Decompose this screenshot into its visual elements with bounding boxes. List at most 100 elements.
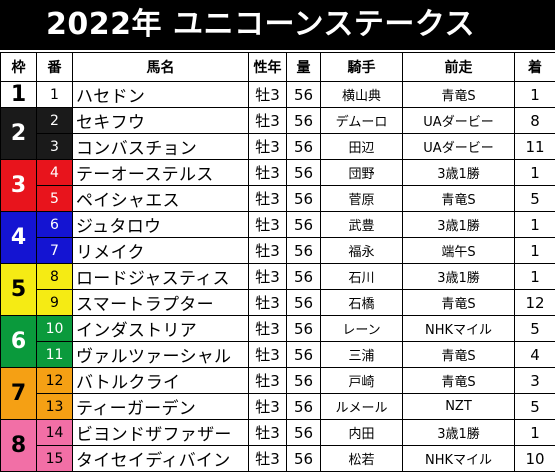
horse-name-cell: コンバスチョン: [72, 133, 249, 160]
prev-finish-cell: 5: [514, 185, 555, 212]
table-row: 5 ペイシャエス 牡3 56 菅原 青竜S 5: [1, 185, 555, 212]
jockey-cell: レーン: [320, 315, 403, 342]
prev-race-cell: UAダービー: [402, 133, 515, 160]
sex-age-cell: 牡3: [248, 315, 287, 342]
prev-finish-cell: 3: [514, 367, 555, 394]
header-jockey: 騎手: [320, 52, 403, 82]
horse-name-cell: ジュタロウ: [72, 211, 249, 238]
header-frame: 枠: [0, 52, 37, 82]
weight-cell: 56: [286, 419, 321, 446]
page-title: 2022年 ユニコーンステークス: [0, 0, 555, 50]
frame-cell: 5: [0, 263, 37, 316]
jockey-cell: 田辺: [320, 133, 403, 160]
horse-name-cell: セキフウ: [72, 107, 249, 134]
number-cell: 15: [36, 445, 73, 472]
prev-finish-cell: 5: [514, 393, 555, 420]
table-row: 1 1 ハセドン 牡3 56 横山典 青竜S 1: [0, 81, 555, 108]
number-cell: 1: [36, 81, 73, 108]
number-cell: 9: [36, 289, 73, 316]
prev-finish-cell: 10: [514, 445, 555, 472]
header-row: 枠 番 馬名 性年 量 騎手 前走 着: [0, 52, 555, 82]
weight-cell: 56: [286, 289, 321, 316]
prev-finish-cell: 5: [514, 315, 555, 342]
sex-age-cell: 牡3: [248, 341, 287, 368]
prev-finish-cell: 1: [514, 263, 555, 290]
jockey-cell: ルメール: [320, 393, 403, 420]
sex-age-cell: 牡3: [248, 237, 287, 264]
frame-cell: 8: [0, 419, 37, 472]
header-prev-finish: 着: [514, 52, 555, 82]
weight-cell: 56: [286, 133, 321, 160]
prev-race-cell: 青竜S: [402, 367, 515, 394]
frame-cell: 3: [0, 159, 37, 212]
prev-finish-cell: 1: [514, 81, 555, 108]
header-prev-race: 前走: [402, 52, 515, 82]
sex-age-cell: 牡3: [248, 445, 287, 472]
weight-cell: 56: [286, 81, 321, 108]
entry-table: 枠 番 馬名 性年 量 騎手 前走 着 1 1 ハセドン 牡3 56 横山典 青竜S 1 2 2 セ…: [0, 52, 555, 472]
jockey-cell: 石川: [320, 263, 403, 290]
prev-race-cell: 端午S: [402, 237, 515, 264]
header-number: 番: [36, 52, 73, 82]
horse-name-cell: リメイク: [72, 237, 249, 264]
horse-name-cell: テーオーステルス: [72, 159, 249, 186]
prev-race-cell: 3歳1勝: [402, 419, 515, 446]
jockey-cell: 団野: [320, 159, 403, 186]
table-row: 2 2 セキフウ 牡3 56 デムーロ UAダービー 8: [0, 107, 555, 160]
prev-race-cell: NZT: [402, 393, 515, 420]
table-row: 7 リメイク 牡3 56 福永 端午S 1: [1, 237, 555, 264]
header-weight: 量: [286, 52, 321, 82]
horse-name-cell: ハセドン: [72, 81, 249, 108]
prev-race-cell: 青竜S: [402, 289, 515, 316]
number-cell: 5: [36, 185, 73, 212]
weight-cell: 56: [286, 315, 321, 342]
sex-age-cell: 牡3: [248, 393, 287, 420]
horse-name-cell: インダストリア: [72, 315, 249, 342]
prev-finish-cell: 8: [514, 107, 555, 134]
prev-race-cell: NHKマイル: [402, 315, 515, 342]
prev-race-cell: 青竜S: [402, 81, 515, 108]
header-horse: 馬名: [72, 52, 249, 82]
weight-cell: 56: [286, 211, 321, 238]
frame-cell: 2: [0, 107, 37, 160]
table-row: 3 コンバスチョン 牡3 56 田辺 UAダービー 11: [1, 133, 555, 160]
prev-race-cell: UAダービー: [402, 107, 515, 134]
horse-name-cell: タイセイディバイン: [72, 445, 249, 472]
number-cell: 6: [36, 211, 73, 238]
horse-name-cell: ティーガーデン: [72, 393, 249, 420]
table-row: 5 8 ロードジャスティス 牡3 56 石川 3歳1勝 1: [0, 263, 555, 316]
number-cell: 4: [36, 159, 73, 186]
sex-age-cell: 牡3: [248, 211, 287, 238]
sex-age-cell: 牡3: [248, 289, 287, 316]
prev-finish-cell: 1: [514, 159, 555, 186]
jockey-cell: 菅原: [320, 185, 403, 212]
horse-name-cell: ヴァルツァーシャル: [72, 341, 249, 368]
sex-age-cell: 牡3: [248, 159, 287, 186]
horse-name-cell: スマートラプター: [72, 289, 249, 316]
sex-age-cell: 牡3: [248, 367, 287, 394]
weight-cell: 56: [286, 159, 321, 186]
prev-finish-cell: 1: [514, 419, 555, 446]
weight-cell: 56: [286, 367, 321, 394]
table-row: 13 ティーガーデン 牡3 56 ルメール NZT 5: [1, 393, 555, 420]
frame-cell: 4: [0, 211, 37, 264]
weight-cell: 56: [286, 237, 321, 264]
frame-cell: 7: [0, 367, 37, 420]
table-row: 4 6 ジュタロウ 牡3 56 武豊 3歳1勝 1: [0, 211, 555, 264]
number-cell: 12: [36, 367, 73, 394]
table-row: 6 10 インダストリア 牡3 56 レーン NHKマイル 5: [0, 315, 555, 368]
jockey-cell: 内田: [320, 419, 403, 446]
weight-cell: 56: [286, 445, 321, 472]
weight-cell: 56: [286, 185, 321, 212]
jockey-cell: 石橋: [320, 289, 403, 316]
table-row: 3 4 テーオーステルス 牡3 56 団野 3歳1勝 1: [0, 159, 555, 212]
sex-age-cell: 牡3: [248, 107, 287, 134]
prev-race-cell: 青竜S: [402, 185, 515, 212]
jockey-cell: 福永: [320, 237, 403, 264]
prev-race-cell: 3歳1勝: [402, 159, 515, 186]
jockey-cell: 武豊: [320, 211, 403, 238]
sex-age-cell: 牡3: [248, 81, 287, 108]
number-cell: 14: [36, 419, 73, 446]
number-cell: 8: [36, 263, 73, 290]
sex-age-cell: 牡3: [248, 133, 287, 160]
